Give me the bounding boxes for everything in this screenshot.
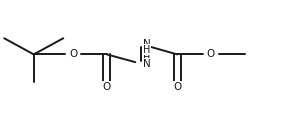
Text: H: H — [143, 53, 151, 63]
Text: N: N — [143, 39, 151, 49]
Text: H: H — [143, 45, 151, 55]
Text: O: O — [103, 82, 111, 92]
Text: O: O — [69, 49, 77, 59]
Text: O: O — [173, 82, 181, 92]
Text: O: O — [207, 49, 215, 59]
Text: N: N — [143, 59, 151, 69]
